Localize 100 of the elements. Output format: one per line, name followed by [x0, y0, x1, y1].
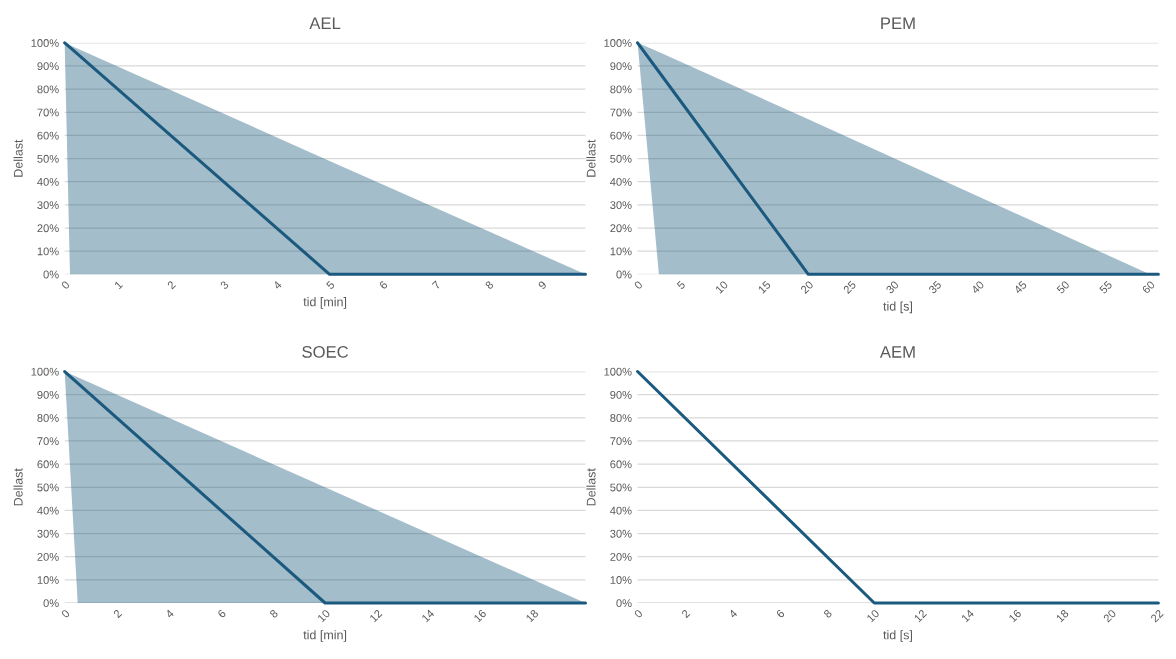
- x-tick-label: 4: [728, 609, 738, 619]
- y-tick-label: 20%: [37, 552, 59, 561]
- y-tick-label: 0%: [43, 270, 59, 279]
- x-tick-label: 14: [421, 609, 435, 623]
- x-tick-label: 20: [800, 280, 814, 294]
- x-tick-label: 16: [1008, 609, 1022, 623]
- x-tick-label: 50: [1056, 280, 1070, 295]
- x-tick-label: 12: [913, 609, 927, 623]
- y-tick-label: 50%: [610, 154, 632, 163]
- x-tick-label: 55: [1099, 280, 1113, 295]
- x-tick-label: 1: [114, 280, 123, 290]
- y-axis-title: Dellast: [13, 139, 23, 177]
- x-tick-label: 7: [431, 280, 441, 290]
- y-axis-title: Dellast: [586, 139, 596, 177]
- y-tick-label: 40%: [37, 506, 59, 515]
- x-tick-label: 8: [484, 280, 494, 290]
- x-tick-label: 18: [1055, 609, 1070, 623]
- x-tick-label: 0: [60, 280, 71, 290]
- y-tick-label: 90%: [610, 62, 632, 71]
- y-axis-title: Dellast: [586, 468, 596, 506]
- x-tick-label: 2: [166, 280, 176, 290]
- x-tick-label: 5: [676, 280, 686, 290]
- x-tick-label: 8: [823, 609, 833, 619]
- y-tick-label: 50%: [37, 483, 59, 492]
- x-tick-label: 60: [1141, 280, 1156, 294]
- y-tick-label: 80%: [37, 414, 59, 422]
- y-tick-label: 30%: [37, 201, 59, 209]
- y-tick-label: 100%: [31, 367, 59, 376]
- x-axis-title: tid [min]: [303, 630, 347, 642]
- x-tick-label: 0: [60, 609, 71, 619]
- x-tick-label: 5: [325, 280, 336, 290]
- y-tick-label: 90%: [610, 390, 632, 399]
- x-tick-label: 2: [112, 609, 123, 619]
- chart-title: AEM: [879, 346, 915, 358]
- y-tick-label: 10%: [37, 247, 59, 256]
- y-tick-label: 50%: [610, 483, 632, 492]
- y-tick-label: 20%: [37, 224, 59, 233]
- y-tick-label: 70%: [37, 108, 59, 117]
- x-tick-label: 22: [1150, 609, 1164, 623]
- x-tick-label: 12: [369, 609, 383, 623]
- x-tick-label: 30: [885, 280, 900, 295]
- y-tick-label: 80%: [610, 85, 632, 94]
- y-axis-title: Dellast: [13, 468, 23, 506]
- y-tick-label: 50%: [37, 154, 59, 163]
- x-tick-label: 6: [775, 609, 786, 619]
- x-tick-label: 10: [317, 609, 331, 623]
- y-tick-label: 100%: [604, 367, 632, 376]
- y-tick-label: 40%: [610, 506, 632, 515]
- x-tick-label: 8: [269, 609, 279, 619]
- x-tick-label: 10: [715, 280, 729, 294]
- x-tick-label: 18: [525, 609, 539, 623]
- y-tick-label: 10%: [37, 576, 59, 584]
- y-tick-label: 70%: [610, 108, 632, 117]
- x-tick-label: 15: [757, 280, 772, 294]
- x-axis-title: tid [min]: [303, 297, 347, 309]
- x-tick-label: 9: [537, 280, 547, 290]
- x-tick-label: 40: [970, 280, 985, 295]
- y-tick-label: 60%: [610, 460, 632, 469]
- y-tick-label: 60%: [37, 460, 59, 469]
- y-tick-label: 90%: [37, 62, 59, 71]
- x-axis-title: tid [s]: [883, 301, 913, 314]
- x-axis-title: tid [s]: [883, 630, 913, 642]
- x-tick-label: 14: [961, 609, 975, 623]
- y-tick-label: 0%: [43, 599, 59, 608]
- x-tick-label: 10: [866, 609, 880, 623]
- x-tick-label: 20: [1102, 609, 1117, 623]
- y-tick-label: 30%: [610, 201, 632, 209]
- y-tick-label: 30%: [37, 529, 59, 538]
- y-tick-label: 20%: [610, 552, 632, 561]
- y-tick-label: 40%: [37, 177, 59, 186]
- x-tick-label: 0: [633, 280, 644, 290]
- x-tick-label: 6: [378, 280, 388, 290]
- x-tick-label: 6: [217, 609, 227, 619]
- y-tick-label: 90%: [37, 390, 59, 399]
- chart-title: AEL: [309, 17, 341, 29]
- x-tick-label: 25: [842, 280, 857, 294]
- y-tick-label: 40%: [610, 177, 632, 186]
- x-tick-label: 4: [164, 609, 175, 619]
- y-tick-label: 100%: [31, 39, 59, 47]
- x-tick-label: 4: [272, 280, 283, 290]
- x-tick-label: 45: [1013, 280, 1028, 295]
- y-tick-label: 80%: [610, 414, 632, 422]
- x-tick-label: 2: [681, 609, 691, 619]
- x-tick-label: 3: [219, 280, 230, 290]
- y-tick-label: 80%: [37, 85, 59, 94]
- y-tick-label: 70%: [610, 437, 632, 446]
- y-tick-label: 60%: [37, 131, 59, 140]
- y-tick-label: 100%: [604, 39, 632, 47]
- y-tick-label: 60%: [610, 131, 632, 140]
- chart-title: PEM: [881, 17, 915, 29]
- x-tick-label: 16: [473, 609, 487, 623]
- y-tick-label: 0%: [616, 599, 632, 608]
- y-tick-label: 10%: [610, 576, 632, 584]
- x-tick-label: 0: [633, 609, 644, 619]
- y-tick-label: 30%: [610, 529, 632, 538]
- y-tick-label: 70%: [37, 437, 59, 446]
- y-tick-label: 0%: [616, 270, 632, 279]
- chart-title: SOEC: [302, 345, 349, 358]
- x-tick-label: 35: [928, 280, 942, 295]
- y-tick-label: 20%: [610, 224, 632, 233]
